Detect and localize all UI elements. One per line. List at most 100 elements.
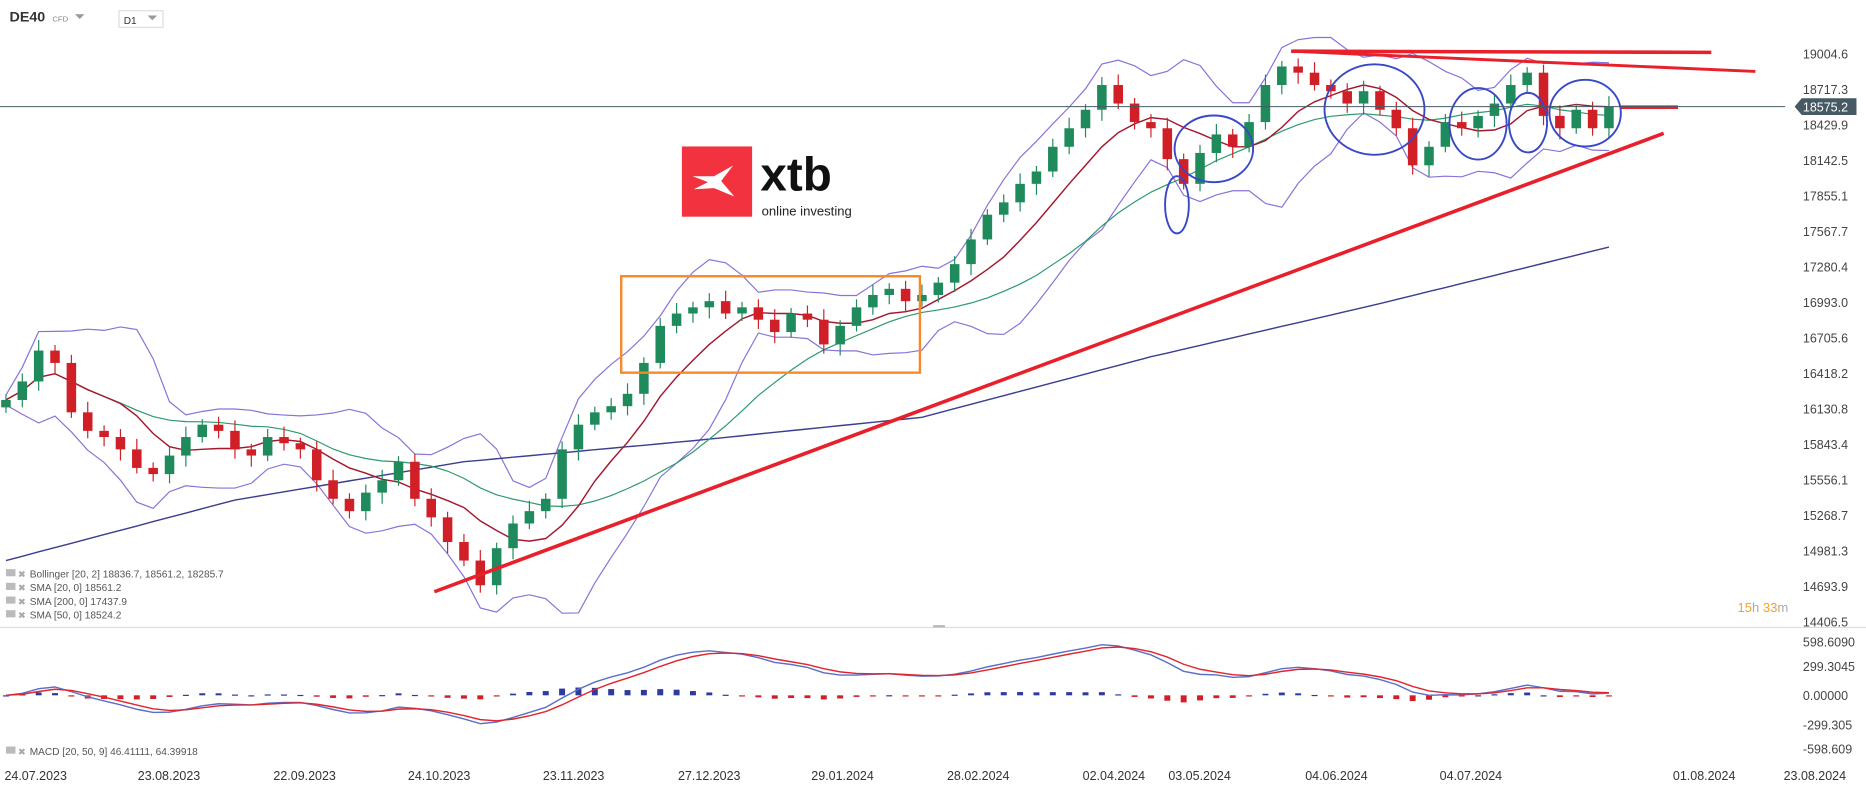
settings-icon[interactable]	[5, 610, 16, 618]
close-icon[interactable]: ✖	[18, 597, 26, 608]
legend-item-3[interactable]: ✖ SMA [50, 0] 18524.2	[5, 610, 122, 622]
close-icon[interactable]: ✖	[18, 569, 26, 580]
candle[interactable]	[982, 209, 993, 245]
candle[interactable]	[1587, 101, 1598, 136]
candle[interactable]	[688, 301, 698, 323]
candle[interactable]	[1211, 123, 1222, 163]
panel-resize-handle[interactable]	[933, 625, 945, 628]
candle[interactable]	[1195, 144, 1205, 192]
candle[interactable]	[1, 394, 11, 413]
legend-item-macd[interactable]: ✖ MACD [20, 50, 9] 46.41111, 64.39918	[5, 746, 198, 758]
candle[interactable]	[475, 550, 486, 593]
candle[interactable]	[1456, 111, 1467, 136]
candle[interactable]	[720, 290, 731, 320]
candle[interactable]	[1146, 114, 1156, 138]
close-icon[interactable]: ✖	[18, 583, 26, 594]
candle[interactable]	[949, 256, 960, 292]
candle[interactable]	[361, 484, 371, 521]
candle[interactable]	[851, 299, 862, 332]
candle[interactable]	[1473, 110, 1483, 138]
candle[interactable]	[115, 429, 126, 461]
candle[interactable]	[246, 443, 257, 467]
candle[interactable]	[132, 438, 142, 474]
resistance-horizontal-line[interactable]	[1291, 49, 1712, 55]
candle[interactable]	[737, 301, 747, 321]
candle[interactable]	[1358, 80, 1369, 115]
candle[interactable]	[1522, 67, 1532, 93]
price-panel[interactable]	[0, 36, 1786, 614]
candle[interactable]	[17, 373, 28, 408]
candle[interactable]	[900, 280, 911, 313]
highlight-ellipse[interactable]	[1548, 78, 1622, 148]
candle[interactable]	[1407, 117, 1418, 175]
candle[interactable]	[426, 488, 436, 527]
resistance-trendline[interactable]	[1291, 49, 1756, 73]
candle[interactable]	[1342, 83, 1352, 113]
candle[interactable]	[328, 469, 338, 505]
candle[interactable]	[1391, 101, 1402, 136]
candle[interactable]	[819, 309, 829, 354]
candle[interactable]	[917, 284, 927, 307]
legend-item-0[interactable]: ✖ Bollinger [20, 2] 18836.7, 18561.2, 182…	[5, 569, 224, 580]
macd-panel[interactable]	[2, 644, 1612, 725]
candle[interactable]	[524, 500, 535, 530]
candle[interactable]	[279, 426, 289, 451]
candle[interactable]	[311, 441, 322, 492]
candle[interactable]	[573, 414, 584, 461]
candle[interactable]	[1440, 114, 1451, 153]
candle[interactable]	[99, 425, 109, 447]
candle[interactable]	[1506, 74, 1516, 110]
close-icon[interactable]: ✖	[18, 747, 26, 758]
candle[interactable]	[197, 419, 207, 443]
highlight-ellipse[interactable]	[1323, 63, 1426, 156]
candle[interactable]	[66, 354, 77, 418]
highlight-ellipse[interactable]	[1448, 87, 1508, 161]
candle[interactable]	[655, 317, 665, 369]
candle[interactable]	[1080, 104, 1091, 138]
candle[interactable]	[1604, 96, 1614, 138]
candle[interactable]	[1277, 60, 1287, 95]
candle[interactable]	[1129, 97, 1140, 130]
candle[interactable]	[639, 357, 649, 405]
candle[interactable]	[230, 420, 240, 459]
candle[interactable]	[1113, 74, 1123, 110]
candle[interactable]	[459, 533, 469, 567]
candle[interactable]	[704, 293, 715, 319]
candle[interactable]	[1375, 85, 1385, 116]
candle[interactable]	[606, 398, 616, 420]
candle[interactable]	[753, 299, 764, 329]
candle[interactable]	[1048, 138, 1058, 178]
highlight-ellipse[interactable]	[1173, 114, 1255, 184]
settings-icon[interactable]	[5, 746, 16, 754]
candle[interactable]	[933, 277, 944, 303]
candle[interactable]	[1538, 64, 1549, 126]
candle[interactable]	[82, 401, 93, 439]
candle[interactable]	[1064, 117, 1074, 155]
candle[interactable]	[262, 429, 273, 462]
candle[interactable]	[1555, 105, 1565, 140]
candle[interactable]	[786, 307, 796, 338]
candle[interactable]	[966, 228, 976, 276]
candle[interactable]	[998, 194, 1009, 223]
candle[interactable]	[344, 493, 355, 519]
candle[interactable]	[884, 283, 894, 305]
support-trendline[interactable]	[433, 131, 1665, 594]
candle[interactable]	[1031, 165, 1042, 195]
candle[interactable]	[410, 453, 420, 507]
highlight-ellipse[interactable]	[1164, 175, 1190, 235]
candle[interactable]	[802, 305, 813, 328]
candle[interactable]	[148, 462, 158, 482]
highlight-ellipse[interactable]	[1508, 91, 1549, 154]
candle[interactable]	[1424, 141, 1434, 177]
close-icon[interactable]: ✖	[18, 611, 26, 622]
settings-icon[interactable]	[5, 596, 16, 604]
settings-icon[interactable]	[5, 582, 16, 590]
candle[interactable]	[868, 284, 878, 315]
candle[interactable]	[769, 309, 780, 344]
legend-item-2[interactable]: ✖ SMA [200, 0] 17437.9	[5, 596, 127, 608]
candle[interactable]	[1162, 117, 1173, 171]
candle[interactable]	[590, 406, 600, 431]
candle[interactable]	[164, 447, 175, 484]
candle[interactable]	[1015, 173, 1025, 212]
